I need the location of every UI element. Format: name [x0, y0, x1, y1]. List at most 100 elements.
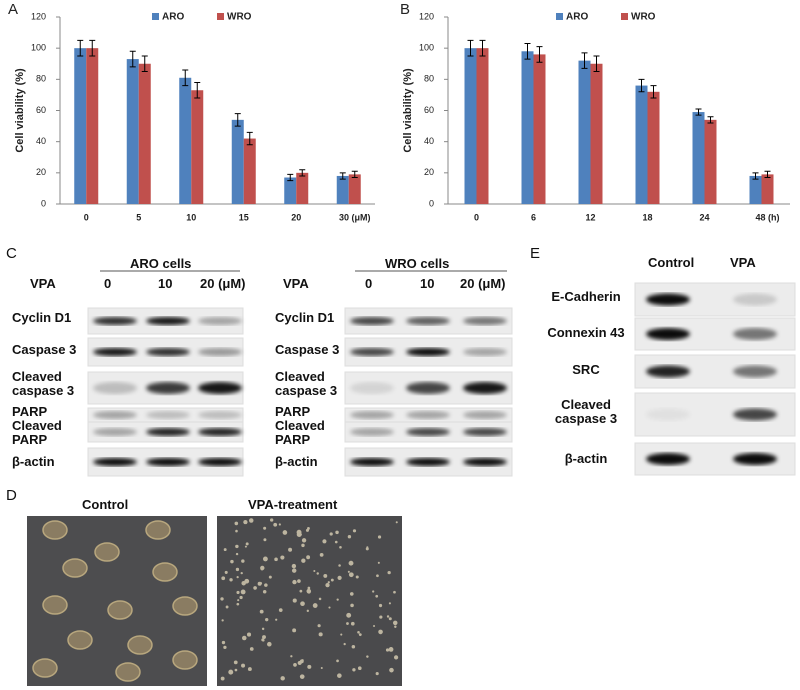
panel-label: D: [6, 487, 17, 504]
treatment-label: VPA: [283, 276, 309, 291]
blot-band: [733, 453, 777, 465]
cell: [296, 529, 302, 535]
protein-label: β-actin: [275, 454, 318, 469]
cell: [268, 575, 272, 579]
colony: [107, 600, 133, 620]
blot-band: [646, 365, 690, 378]
error-bar: [467, 39, 474, 57]
cell: [319, 553, 324, 557]
cell: [233, 660, 238, 665]
protein-label: Connexin 43: [547, 325, 625, 340]
x-tick-label: 15: [239, 212, 249, 222]
cell: [235, 529, 238, 533]
bar: [231, 119, 244, 204]
cell: [297, 660, 302, 666]
cell: [392, 620, 398, 626]
cell: [348, 572, 354, 578]
dose-label: 20 (μM): [460, 276, 506, 291]
x-tick-label: 20: [291, 212, 301, 222]
cell: [350, 603, 354, 608]
cell: [350, 621, 355, 626]
cell: [229, 578, 233, 582]
bar: [86, 48, 99, 204]
bar: [464, 48, 477, 204]
cell: [339, 546, 342, 549]
cell: [221, 619, 224, 622]
cell: [318, 632, 323, 637]
cell: [389, 667, 394, 673]
blot-band: [93, 317, 137, 325]
cell: [299, 589, 303, 593]
cell: [241, 635, 247, 641]
blot-band: [198, 317, 242, 325]
y-axis-label: Cell viability (%): [14, 68, 26, 153]
cell: [377, 535, 382, 539]
cell: [323, 573, 328, 578]
colony: [172, 650, 198, 670]
bar: [138, 63, 151, 204]
cell: [375, 594, 379, 598]
cell: [235, 552, 239, 556]
error-bar: [141, 55, 148, 73]
cell: [220, 676, 225, 681]
blot-band: [350, 458, 394, 466]
cell: [337, 673, 342, 678]
blot-band: [146, 428, 190, 436]
cell: [241, 663, 246, 668]
blot-band: [198, 382, 242, 394]
cell: [259, 609, 264, 614]
dose-label: 0: [104, 276, 112, 291]
cell: [237, 599, 240, 602]
cell: [313, 569, 316, 573]
legend-swatch: [152, 13, 159, 20]
cell: [352, 529, 357, 533]
cell: [394, 625, 397, 628]
blot-band: [406, 411, 450, 419]
cell: [291, 563, 297, 569]
image-title: VPA-treatment: [248, 497, 338, 512]
protein-label: β-actin: [564, 451, 608, 466]
cell: [375, 671, 379, 676]
y-tick-label: 60: [36, 105, 46, 115]
dose-label: 10: [158, 276, 173, 291]
blot-band: [463, 411, 507, 419]
y-tick-label: 20: [36, 167, 46, 177]
legend-swatch: [217, 13, 224, 20]
bar: [635, 85, 648, 204]
cell: [278, 608, 283, 612]
y-tick-label: 40: [36, 136, 46, 146]
cell: [236, 576, 239, 579]
blot-band: [463, 458, 507, 466]
cell: [300, 601, 305, 607]
blot-band: [463, 348, 507, 356]
cell: [307, 664, 312, 669]
blot-band: [93, 348, 137, 356]
bar: [704, 119, 717, 204]
bar: [521, 51, 534, 205]
treatment-label: VPA: [30, 276, 56, 291]
cell: [320, 666, 323, 670]
protein-label: β-actin: [12, 454, 55, 469]
error-bar: [524, 42, 531, 60]
cell: [291, 568, 297, 573]
cell: [301, 659, 304, 662]
cell: [225, 605, 229, 609]
cell: [263, 526, 267, 530]
cell: [224, 570, 228, 574]
cell: [336, 659, 339, 663]
error-bar: [581, 52, 588, 69]
cell: [305, 528, 309, 532]
cell: [328, 606, 331, 609]
x-tick-label: 0: [474, 212, 479, 222]
blot-band: [350, 348, 394, 356]
cell: [329, 532, 333, 536]
cell: [269, 518, 274, 522]
x-tick-label: 30 (μM): [339, 212, 371, 222]
y-tick-label: 100: [419, 43, 434, 53]
cell: [387, 570, 391, 575]
y-tick-label: 0: [429, 198, 434, 208]
bar: [647, 91, 660, 204]
cell: [388, 646, 394, 652]
bar: [749, 175, 762, 204]
cell: [260, 582, 263, 585]
